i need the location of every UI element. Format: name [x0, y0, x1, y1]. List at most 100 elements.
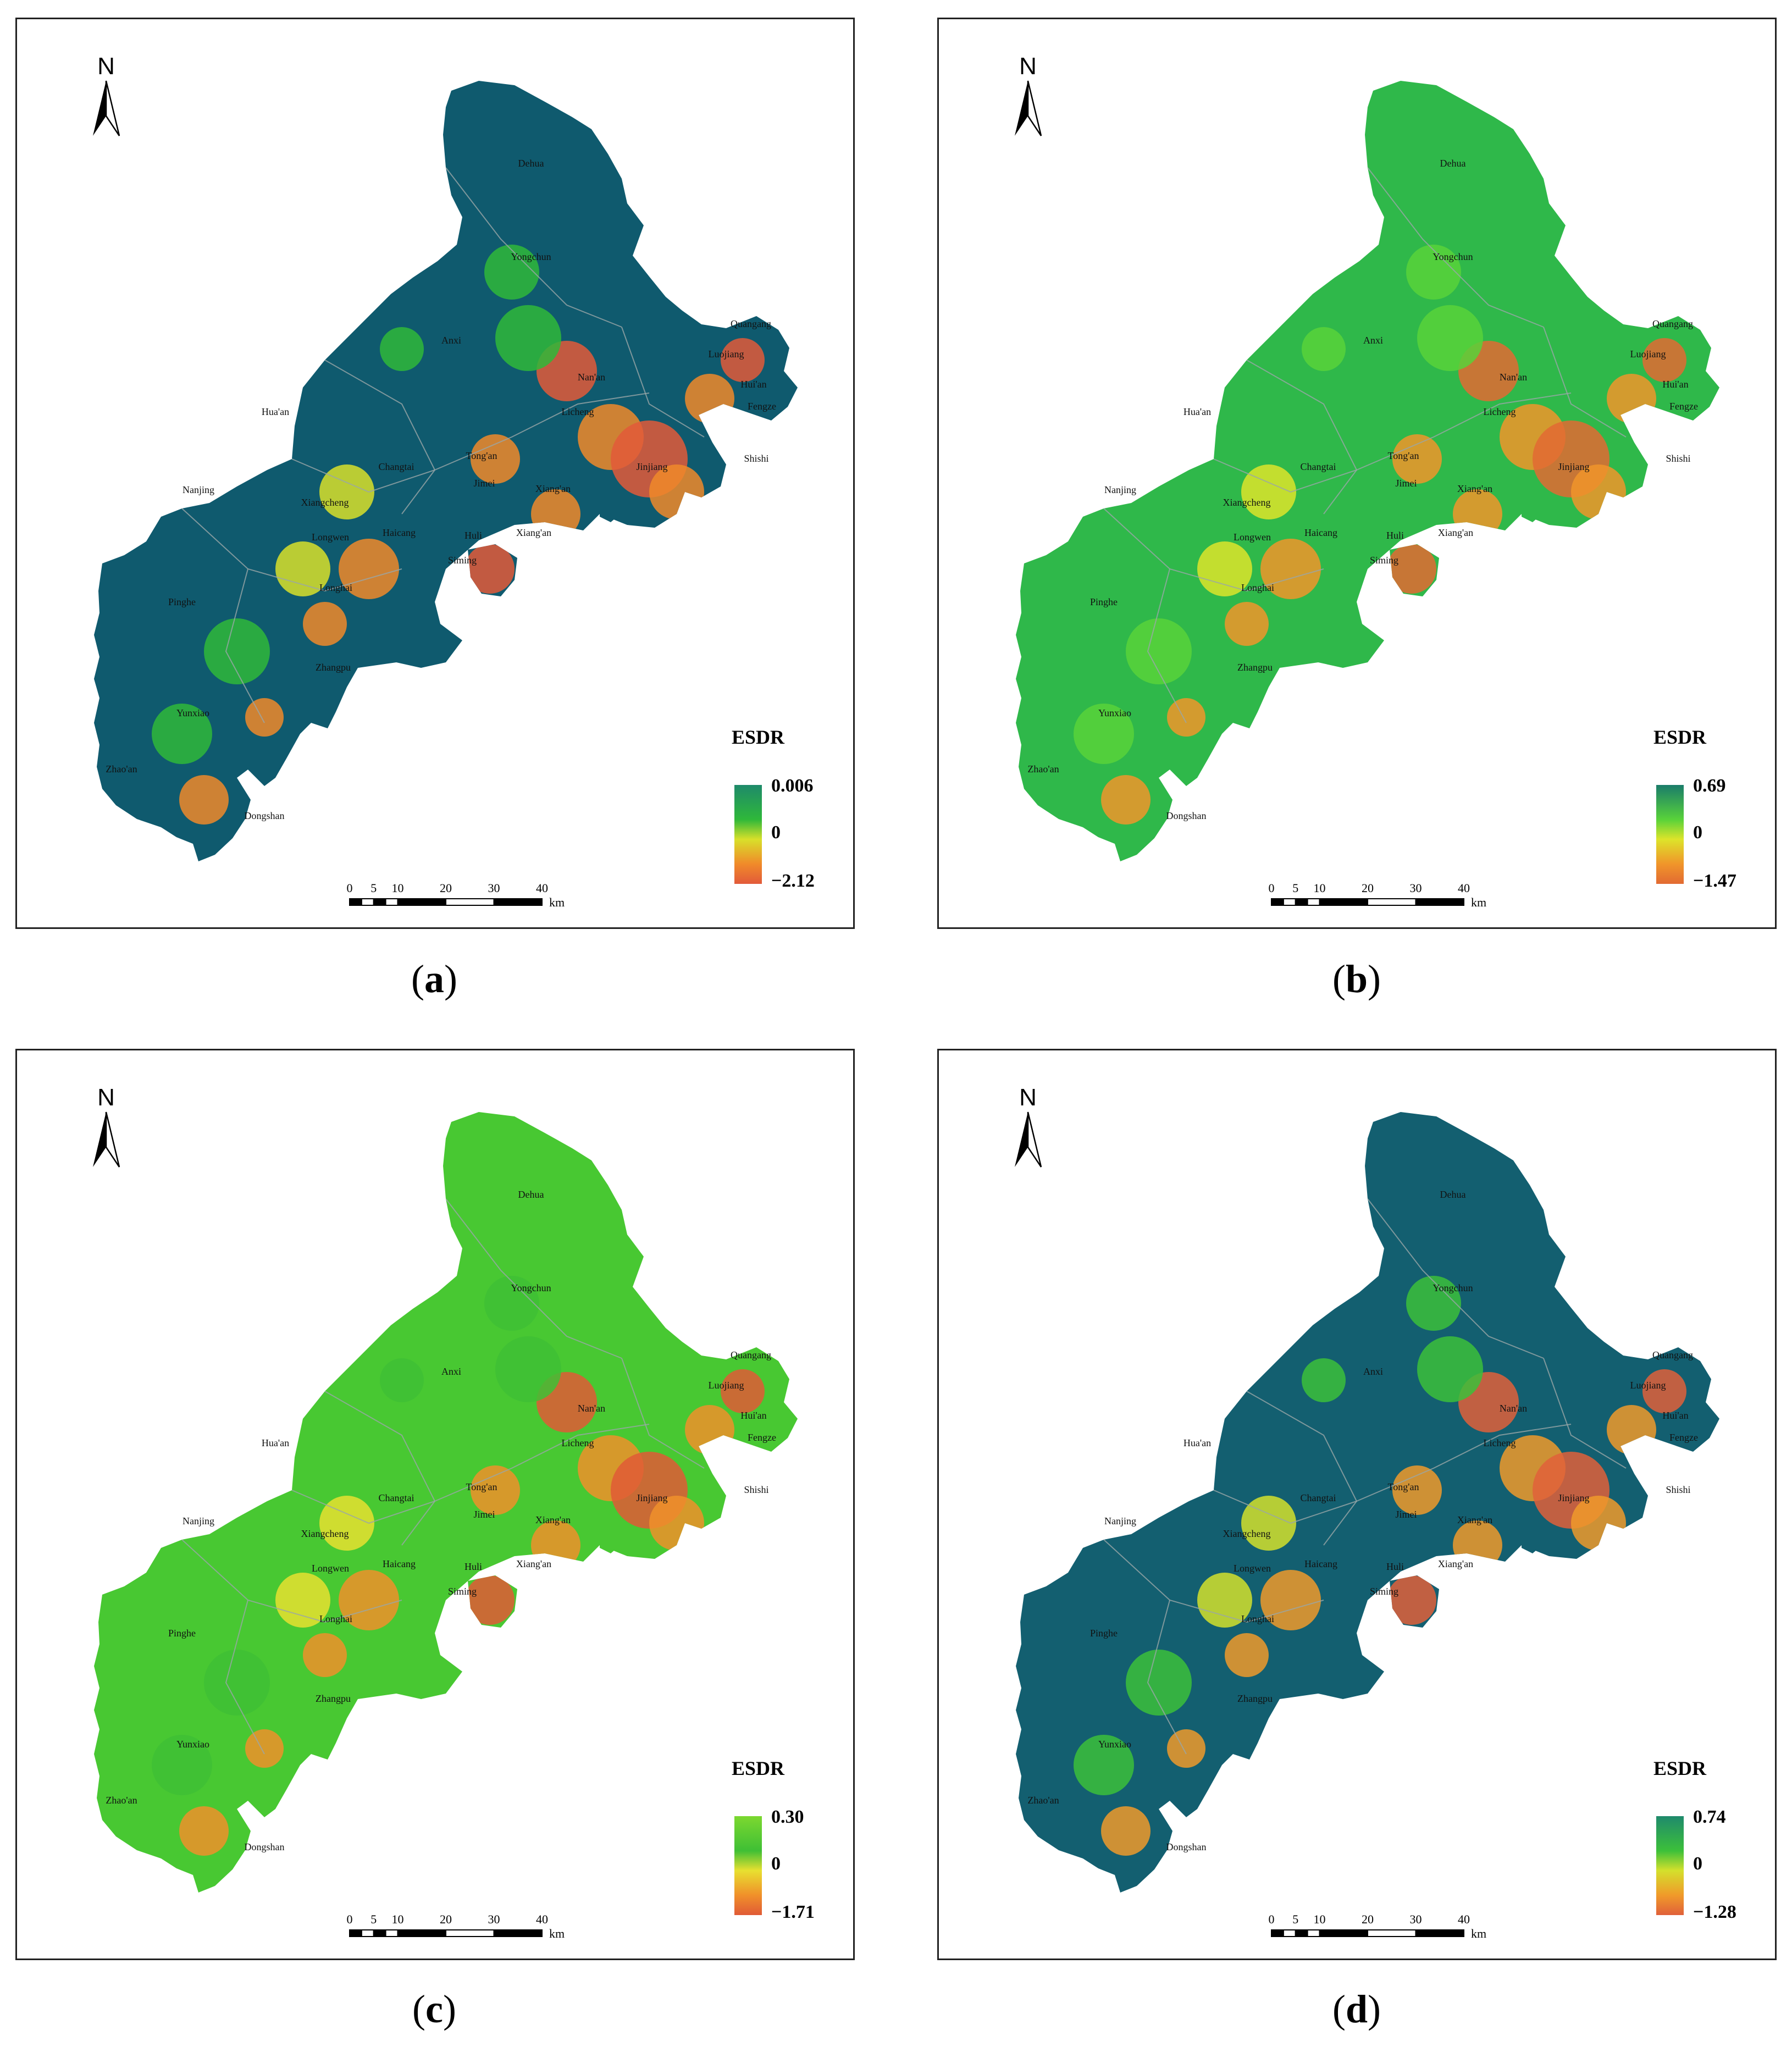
- place-label: Yongchun: [1433, 1282, 1473, 1293]
- place-label: Hui'an: [1662, 379, 1688, 390]
- place-label: Yongchun: [511, 251, 551, 262]
- esdr-patch: [204, 1650, 270, 1716]
- place-label: Quangang: [731, 1349, 771, 1360]
- esdr-patch: [649, 1496, 704, 1551]
- esdr-patch: [1225, 1633, 1269, 1677]
- place-label: Xiang'an: [516, 1558, 551, 1569]
- scale-unit: km: [549, 1927, 565, 1940]
- place-label: Dehua: [1440, 158, 1466, 169]
- place-label: Xiang'an: [1457, 1514, 1492, 1525]
- place-label: Longwen: [312, 1563, 349, 1574]
- place-label: Longhai: [1241, 1613, 1274, 1624]
- place-label: Xiangcheng: [301, 1528, 349, 1539]
- esdr-patch: [380, 327, 424, 371]
- scale-tick-label: 0: [347, 1912, 353, 1926]
- district-boundary: [445, 1198, 622, 1359]
- district-boundary: [445, 167, 622, 328]
- esdr-patch: [1260, 539, 1321, 599]
- place-label: Luojiang: [709, 348, 744, 359]
- place-label: Longhai: [319, 1613, 352, 1624]
- place-label: Tong'an: [466, 450, 497, 461]
- place-label: Hua'an: [1183, 406, 1211, 417]
- scale-tick-label: 40: [536, 1912, 548, 1926]
- esdr-patch: [380, 1358, 424, 1402]
- place-label: Nanjing: [1104, 1515, 1136, 1526]
- place-label: Jimei: [1396, 1509, 1417, 1520]
- place-label: Hua'an: [262, 406, 289, 417]
- map-panel-b: Dehua Yongchun Anxi Quangang Luojiang Hui'an N…: [937, 18, 1777, 929]
- legend-min: −1.47: [1693, 871, 1736, 891]
- scale-tick-label: 20: [1362, 1912, 1374, 1926]
- place-label: Licheng: [562, 406, 594, 417]
- place-label: Longhai: [319, 582, 352, 593]
- district-boundary: [434, 1424, 650, 1502]
- place-label: Luojiang: [1630, 348, 1666, 359]
- district-boundary: [225, 1600, 265, 1755]
- caption-c: (c): [412, 1987, 456, 2031]
- legend-mid: 0: [1693, 1854, 1702, 1874]
- study-region: [94, 81, 798, 861]
- svg-text:N: N: [97, 53, 115, 80]
- legend-min: −2.12: [771, 871, 815, 891]
- scale-tick-label: 40: [536, 881, 548, 895]
- place-label: Nan'an: [1500, 1403, 1527, 1414]
- esdr-patch: [1607, 1405, 1656, 1454]
- legend-mid: 0: [771, 1854, 781, 1874]
- place-label: Quangang: [1652, 1349, 1693, 1360]
- map-svg-c: Dehua Yongchun Anxi Quangang Luojiang Hui'an N…: [93, 1084, 815, 1940]
- map-svg-d: Dehua Yongchun Anxi Quangang Luojiang Hui'an N…: [1015, 1084, 1736, 1940]
- scale-tick-label: 0: [1269, 1912, 1275, 1926]
- esdr-patch: [721, 338, 765, 382]
- place-label: Xiang'an: [516, 527, 551, 538]
- district-boundary: [1367, 167, 1544, 328]
- esdr-patch: [1571, 1496, 1626, 1551]
- north-arrow-icon: N: [1015, 1084, 1042, 1168]
- legend-max: 0.006: [771, 776, 814, 796]
- esdr-patch: [1406, 245, 1461, 300]
- place-label: Huli: [1386, 530, 1404, 541]
- legend-color-ramp: [734, 1816, 762, 1915]
- legend-color-ramp: [1656, 1816, 1684, 1915]
- north-arrow-icon: N: [1015, 53, 1042, 136]
- esdr-patch: [721, 1369, 765, 1413]
- place-label: Siming: [448, 555, 477, 566]
- esdr-patch: [471, 1465, 520, 1515]
- esdr-patch: [1302, 1358, 1346, 1402]
- place-label: Yunxiao: [176, 707, 209, 718]
- esdr-patch: [495, 305, 561, 371]
- district-boundary: [1367, 1198, 1544, 1359]
- map-panel-a: Dehua Yongchun Anxi Quangang Luojiang Hui'an N…: [15, 18, 855, 929]
- district-boundary: [434, 392, 650, 471]
- place-label: Dehua: [518, 1189, 544, 1200]
- place-label: Nan'an: [578, 372, 605, 383]
- esdr-patch: [1126, 1650, 1192, 1716]
- district-boundary: [225, 568, 265, 723]
- caption-a: (a): [411, 957, 457, 1001]
- place-label: Zhao'an: [106, 764, 137, 774]
- district-boundary: [291, 458, 435, 493]
- scale-tick-label: 10: [1314, 881, 1326, 895]
- place-label: Tong'an: [466, 1481, 497, 1492]
- esdr-patch: [179, 1806, 229, 1856]
- esdr-patch: [1571, 464, 1626, 519]
- place-label: Siming: [1370, 1586, 1398, 1597]
- district-boundary: [1246, 359, 1358, 514]
- esdr-patch: [1607, 374, 1656, 423]
- scale-tick-label: 30: [488, 1912, 500, 1926]
- esdr-patch: [152, 704, 212, 764]
- esdr-patch: [319, 1496, 374, 1551]
- place-label: Huli: [464, 1561, 482, 1572]
- place-label: Quangang: [1652, 318, 1693, 329]
- legend: ESDR 0.30 0 −1.71: [732, 1757, 815, 1922]
- district-boundary: [621, 1358, 705, 1469]
- place-label: Xiangcheng: [1223, 1528, 1271, 1539]
- place-label: Fengze: [1669, 1432, 1698, 1443]
- district-boundary: [291, 1490, 435, 1524]
- place-label: Xiangcheng: [1223, 497, 1271, 508]
- place-label: Pinghe: [168, 596, 196, 607]
- esdr-patch: [1392, 434, 1442, 484]
- place-label: Yongchun: [1433, 251, 1473, 262]
- esdr-patch: [1302, 327, 1346, 371]
- legend-title: ESDR: [1653, 726, 1707, 748]
